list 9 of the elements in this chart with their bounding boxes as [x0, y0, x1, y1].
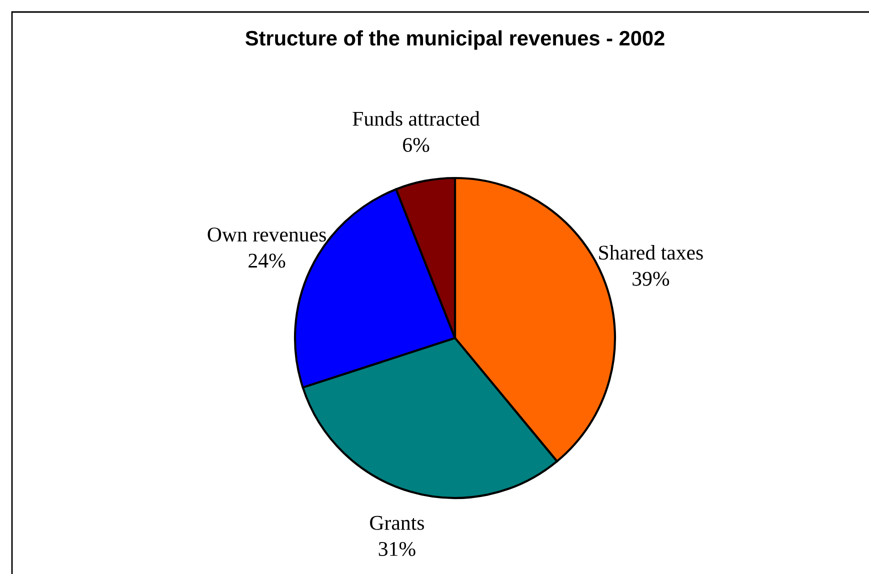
- data-label: 6%: [403, 138, 430, 152]
- slice-label: Funds attracted: [352, 111, 480, 126]
- data-label: 24%: [248, 254, 286, 268]
- data-label: 31%: [378, 542, 416, 556]
- slice-label: Grants: [370, 516, 424, 530]
- slice-label: Shared taxes: [599, 245, 703, 260]
- chart-title: Structure of the municipal revenues - 2002: [245, 30, 664, 50]
- data-label: 39%: [632, 272, 670, 286]
- slice-label: Own revenues: [208, 228, 326, 242]
